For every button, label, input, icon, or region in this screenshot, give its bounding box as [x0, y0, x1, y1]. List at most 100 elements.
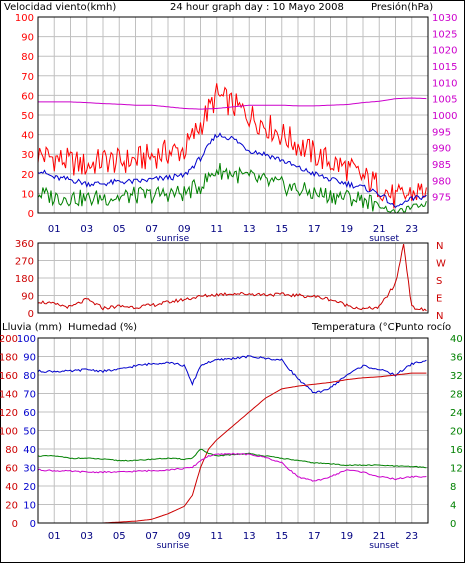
humidity-ytick-90: 90 — [23, 353, 36, 364]
wind-ytick-0: 0 — [28, 209, 34, 220]
humidity-ytick-40: 40 — [23, 445, 36, 456]
temperature-ytick-0: 0 — [450, 519, 456, 530]
wind-time-tick-21: 21 — [373, 224, 386, 235]
pressure-ytick-975: 975 — [432, 193, 451, 204]
wind-time-tick-17: 17 — [308, 224, 321, 235]
humidity-line — [37, 355, 427, 394]
env-time-tick-17: 17 — [308, 531, 321, 542]
env-sunrise-label: sunrise — [157, 541, 190, 551]
env-time-tick-15: 15 — [275, 531, 288, 542]
wind-time-tick-01: 01 — [48, 224, 61, 235]
env-time-tick-07: 07 — [145, 531, 158, 542]
direction-ytick-0: 0 — [28, 309, 34, 320]
wind-ytick-80: 80 — [21, 52, 34, 63]
env-time-tick-01: 01 — [48, 531, 61, 542]
rain-ytick-120: 120 — [0, 408, 18, 419]
rain-ytick-140: 140 — [0, 390, 18, 401]
temperature-ytick-12: 12 — [450, 464, 463, 475]
rain-ytick-200: 200 — [0, 334, 18, 345]
wind-time-tick-03: 03 — [80, 224, 93, 235]
wind-time-tick-13: 13 — [243, 224, 256, 235]
compass-label-2: S — [436, 276, 442, 287]
env-time-tick-21: 21 — [373, 531, 386, 542]
humidity-ytick-60: 60 — [23, 408, 36, 419]
rain-ytick-40: 40 — [5, 482, 18, 493]
wind-ytick-30: 30 — [21, 150, 34, 161]
wind-time-tick-15: 15 — [275, 224, 288, 235]
wind-direction-line — [37, 243, 427, 312]
wind-time-tick-19: 19 — [340, 224, 353, 235]
direction-ytick-180: 180 — [15, 274, 34, 285]
env-time-tick-09: 09 — [178, 531, 191, 542]
temperature-ytick-40: 40 — [450, 334, 463, 345]
env-time-tick-11: 11 — [210, 531, 223, 542]
temperature-ytick-28: 28 — [450, 390, 463, 401]
pressure-ytick-1010: 1010 — [432, 78, 457, 89]
direction-ytick-270: 270 — [15, 257, 34, 268]
compass-label-3: E — [436, 294, 442, 305]
wind-ytick-60: 60 — [21, 91, 34, 102]
humidity-ytick-20: 20 — [23, 482, 36, 493]
wind-speed-label: Velocidad viento(kmh) — [4, 2, 116, 13]
compass-label-4: N — [436, 311, 443, 322]
pressure-ytick-1015: 1015 — [432, 62, 457, 73]
humidity-label: Humedad (%) — [68, 322, 137, 333]
humidity-ytick-30: 30 — [23, 464, 36, 475]
environment-plot-frame — [37, 337, 429, 524]
temperature-ytick-8: 8 — [450, 482, 456, 493]
temperature-ytick-4: 4 — [450, 501, 456, 512]
temperature-ytick-36: 36 — [450, 353, 463, 364]
wind-time-tick-11: 11 — [210, 224, 223, 235]
pressure-ytick-1000: 1000 — [432, 111, 457, 122]
rain-ytick-100: 100 — [0, 427, 18, 438]
wind-ytick-50: 50 — [21, 111, 34, 122]
pressure-line — [38, 97, 427, 110]
rain-ytick-20: 20 — [5, 501, 18, 512]
wind-time-tick-05: 05 — [113, 224, 126, 235]
wind_avg-line — [37, 132, 427, 208]
wind_low-line — [37, 163, 427, 214]
humidity-ytick-10: 10 — [23, 501, 36, 512]
env-time-tick-03: 03 — [80, 531, 93, 542]
wind-plot-frame — [37, 16, 429, 214]
pressure-ytick-1005: 1005 — [432, 95, 457, 106]
temperature-ytick-24: 24 — [450, 408, 463, 419]
humidity-ytick-70: 70 — [23, 390, 36, 401]
temperature-line — [37, 448, 427, 469]
env-sunset-label: sunset — [369, 541, 399, 551]
humidity-ytick-100: 100 — [17, 334, 36, 345]
humidity-ytick-80: 80 — [23, 371, 36, 382]
rain-ytick-0: 0 — [12, 519, 18, 530]
wind-sunset-label: sunset — [369, 234, 399, 244]
env-time-tick-13: 13 — [243, 531, 256, 542]
wind-time-tick-09: 09 — [178, 224, 191, 235]
temperature-ytick-16: 16 — [450, 445, 463, 456]
pressure-ytick-1020: 1020 — [432, 46, 457, 57]
rain-ytick-180: 180 — [0, 353, 18, 364]
rain-ytick-160: 160 — [0, 371, 18, 382]
env-time-tick-23: 23 — [405, 531, 418, 542]
pressure-ytick-995: 995 — [432, 127, 451, 138]
pressure-ytick-1030: 1030 — [432, 13, 457, 24]
pressure-ytick-980: 980 — [432, 176, 451, 187]
humidity-ytick-0: 0 — [30, 519, 36, 530]
humidity-ytick-50: 50 — [23, 427, 36, 438]
direction-plot-frame — [37, 242, 429, 314]
temperature-label: Temperatura (°C) — [311, 322, 399, 333]
temperature-ytick-20: 20 — [450, 427, 463, 438]
rain-ytick-80: 80 — [5, 445, 18, 456]
direction-ytick-360: 360 — [15, 239, 34, 250]
wind-ytick-70: 70 — [21, 72, 34, 83]
compass-label-1: W — [436, 259, 446, 270]
wind-ytick-90: 90 — [21, 33, 34, 44]
pressure-ytick-985: 985 — [432, 160, 451, 171]
wind-sunrise-label: sunrise — [157, 234, 190, 244]
rain-line — [38, 372, 427, 524]
dewpoint-label: Punto rocío — [395, 321, 451, 333]
wind-ytick-100: 100 — [15, 13, 34, 24]
graph-title: 24 hour graph day : 10 Mayo 2008 — [170, 2, 344, 13]
pressure-ytick-990: 990 — [432, 144, 451, 155]
wind_gust-line — [37, 83, 427, 209]
